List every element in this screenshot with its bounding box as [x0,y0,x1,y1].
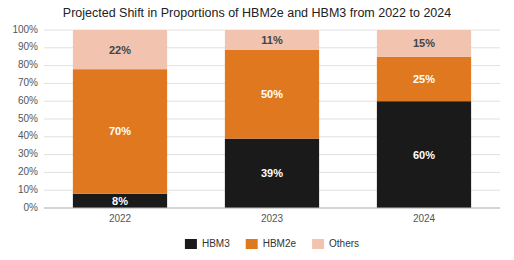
data-label: 60% [413,149,435,161]
y-tick-label: 50% [18,113,38,124]
bar-segment [225,50,319,139]
legend-label: HBM2e [263,238,297,249]
y-tick-label: 40% [18,130,38,141]
legend-label: HBM3 [202,238,230,249]
bar-segment [73,30,167,69]
grid-line [44,208,500,209]
chart: Projected Shift in Proportions of HBM2e … [0,0,514,260]
legend-swatch [185,239,197,249]
y-tick-label: 30% [18,148,38,159]
legend-label: Others [329,238,359,249]
data-label: 15% [413,37,435,49]
bar-segment [377,101,471,208]
y-tick-label: 80% [18,59,38,70]
data-label: 70% [109,125,131,137]
y-tick-label: 100% [12,24,38,35]
bars [73,30,471,208]
grid [44,30,500,208]
bar-segment [225,30,319,50]
y-tick-label: 10% [18,184,38,195]
y-tick-label: 0% [24,202,39,213]
x-tick-label: 2024 [413,213,436,224]
x-tick-label: 2022 [109,213,132,224]
data-label: 25% [413,73,435,85]
x-tick-label: 2023 [261,213,284,224]
bar-segment [73,69,167,194]
y-tick-label: 60% [18,95,38,106]
data-labels: 8% 39% 60% 70% 50% 25% 22% 11% 15% [109,34,435,207]
bar-segment [73,194,167,208]
y-tick-label: 20% [18,166,38,177]
data-label: 22% [109,44,131,56]
bar-segment [377,30,471,57]
data-label: 11% [261,34,283,46]
legend-swatch [312,239,324,249]
bar-segment [377,57,471,101]
y-tick-label: 70% [18,77,38,88]
bar-segment [225,139,319,208]
data-label: 50% [261,88,283,100]
title: Projected Shift in Proportions of HBM2e … [63,6,451,20]
data-label: 39% [261,167,283,179]
data-label: 8% [112,195,128,207]
legend-swatch [246,239,258,249]
x-axis-line [44,208,500,209]
y-tick-label: 90% [18,41,38,52]
legend: HBM3 HBM2e Others [185,238,359,249]
